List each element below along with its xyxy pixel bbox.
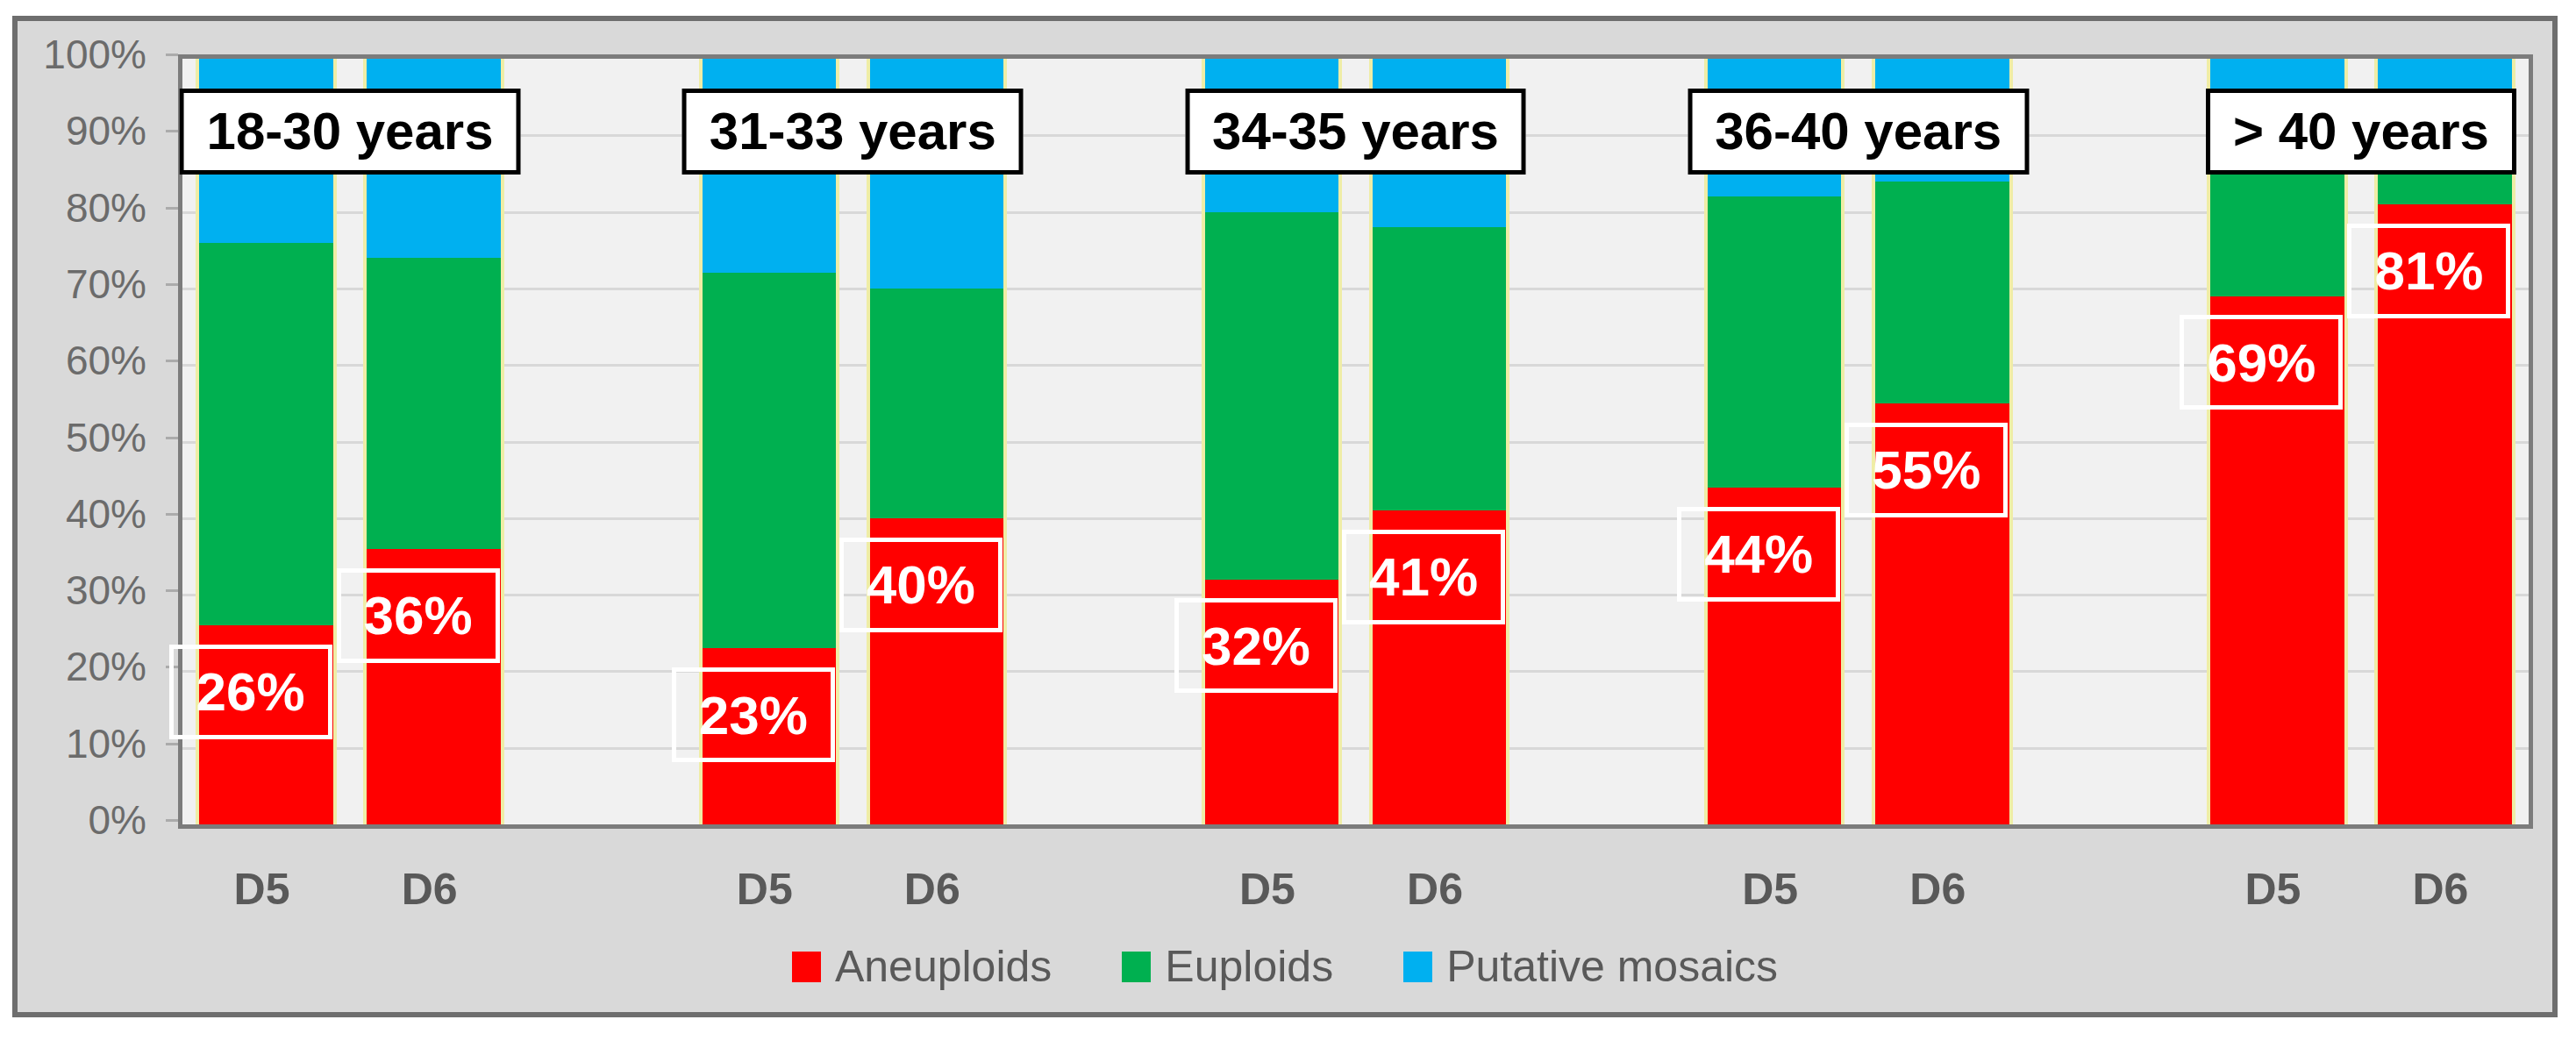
plot-area: 18-30 years26%36%31-33 years23%40%34-35 … (178, 54, 2533, 829)
legend-label: Euploids (1165, 941, 1333, 992)
x-axis-label: D5 (737, 863, 793, 916)
y-axis-tick-mark (166, 437, 178, 439)
bar-segment-euploids (1373, 227, 1507, 510)
x-axis-labels: D5 D6 D5 D6 D5 D6 D5 D6 D5 D6 (178, 863, 2524, 916)
y-axis-tick-mark (166, 360, 178, 362)
y-axis-tick-mark (166, 589, 178, 592)
data-label: 44% (1677, 507, 1840, 602)
y-axis-tick-label: 60% (18, 339, 161, 381)
legend: Aneuploids Euploids Putative mosaics (18, 940, 2552, 993)
gridline-60 (182, 364, 2529, 367)
bar-segment-euploids (367, 258, 501, 549)
y-axis-tick-label: 10% (18, 723, 161, 765)
y-axis-tick-mark (166, 207, 178, 210)
y-axis-tick-label: 50% (18, 417, 161, 459)
gridline-10 (182, 747, 2529, 750)
group-label: 36-40 years (1688, 89, 2029, 175)
aneuploids-swatch-icon (792, 952, 821, 982)
legend-item-euploids: Euploids (1122, 941, 1333, 992)
y-axis-tick-label: 100% (18, 33, 161, 75)
data-label: 32% (1174, 598, 1338, 693)
x-axis-label: D5 (2244, 863, 2301, 916)
bar-segment-euploids (1205, 212, 1339, 580)
x-axis-label: D6 (402, 863, 458, 916)
y-axis-tick-mark (166, 743, 178, 745)
y-axis-tick-mark (166, 819, 178, 822)
group-label: 31-33 years (682, 89, 1024, 175)
legend-label: Aneuploids (835, 941, 1052, 992)
data-label: 23% (672, 667, 835, 762)
y-axis-tick-label: 30% (18, 569, 161, 611)
x-axis-label: D6 (1407, 863, 1463, 916)
legend-label: Putative mosaics (1446, 941, 1778, 992)
group-label: 18-30 years (180, 89, 521, 175)
y-axis-tick-label: 40% (18, 493, 161, 535)
putative-mosaics-swatch-icon (1403, 952, 1432, 982)
bar-segment-euploids (1875, 182, 2009, 403)
gridline-80 (182, 211, 2529, 214)
data-label: 55% (1845, 423, 2008, 517)
y-axis-tick-mark (166, 53, 178, 56)
gridline-70 (182, 288, 2529, 290)
x-axis-label: D6 (2412, 863, 2468, 916)
legend-item-putative-mosaics: Putative mosaics (1403, 941, 1778, 992)
group-label: 34-35 years (1185, 89, 1526, 175)
data-label: 41% (1342, 530, 1505, 624)
group-label: > 40 years (2206, 89, 2516, 175)
x-axis-label: D5 (1742, 863, 1798, 916)
y-axis-tick-mark (166, 283, 178, 286)
bar-segment-euploids (870, 289, 1004, 518)
legend-item-aneuploids: Aneuploids (792, 941, 1052, 992)
euploids-swatch-icon (1122, 952, 1151, 982)
y-axis: 0% 10% 20% 30% 40% 50% 60% 70% 80% 90% 100% (18, 21, 161, 1012)
x-axis-label: D6 (904, 863, 960, 916)
data-label: 81% (2347, 224, 2510, 318)
data-label: 69% (2180, 315, 2343, 410)
gridline-20 (182, 670, 2529, 673)
bar-segment-euploids (1708, 196, 1842, 488)
x-axis-label: D5 (234, 863, 290, 916)
bar-segment-euploids (703, 273, 837, 648)
y-axis-tick-label: 0% (18, 799, 161, 841)
data-label: 40% (839, 538, 1003, 632)
data-label: 36% (337, 568, 500, 663)
y-axis-tick-mark (166, 513, 178, 516)
y-axis-tick-mark (166, 130, 178, 132)
y-axis-tick-label: 70% (18, 263, 161, 305)
chart-frame: 0% 10% 20% 30% 40% 50% 60% 70% 80% 90% 100% 18-30 … (12, 16, 2558, 1017)
x-axis-label: D6 (1909, 863, 1966, 916)
x-axis-label: D5 (1239, 863, 1295, 916)
gridline-40 (182, 517, 2529, 520)
y-axis-tick-label: 20% (18, 645, 161, 688)
gridline-50 (182, 441, 2529, 444)
page: 0% 10% 20% 30% 40% 50% 60% 70% 80% 90% 100% 18-30 … (0, 0, 2576, 1041)
bar-segment-euploids (199, 243, 333, 626)
y-axis-tick-label: 80% (18, 187, 161, 229)
data-label: 26% (169, 645, 332, 739)
y-axis-tick-label: 90% (18, 110, 161, 152)
